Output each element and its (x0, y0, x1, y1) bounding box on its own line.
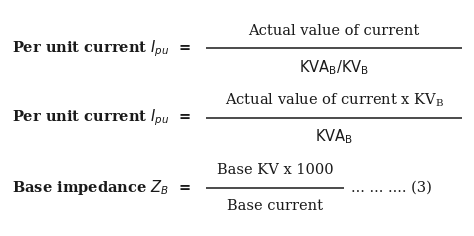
Text: Actual value of current: Actual value of current (248, 24, 420, 38)
Text: Per unit current $I_{pu}$  =: Per unit current $I_{pu}$ = (12, 108, 191, 128)
Text: $\mathrm{KVA_B}$: $\mathrm{KVA_B}$ (315, 127, 353, 146)
Text: Actual value of current x $\mathregular{KV_B}$: Actual value of current x $\mathregular{… (225, 92, 444, 109)
Text: Base KV x 1000: Base KV x 1000 (217, 163, 333, 177)
Text: $\mathrm{KVA_B/KV_B}$: $\mathrm{KVA_B/KV_B}$ (299, 58, 369, 77)
Text: Base impedance $Z_{B}$  =: Base impedance $Z_{B}$ = (12, 178, 191, 197)
Text: Base current: Base current (227, 199, 323, 214)
Text: Per unit current $I_{pu}$  =: Per unit current $I_{pu}$ = (12, 38, 191, 59)
Text: ... ... .... (3): ... ... .... (3) (351, 181, 432, 195)
